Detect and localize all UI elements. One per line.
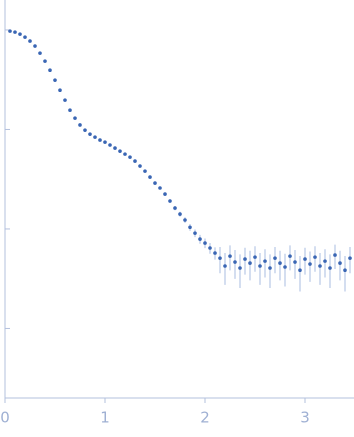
point (208, 246, 212, 250)
point (23, 35, 27, 39)
point (98, 138, 102, 142)
point (228, 254, 232, 258)
point (103, 140, 107, 144)
point (308, 262, 312, 266)
point (48, 68, 52, 73)
point (33, 44, 37, 48)
point (233, 260, 237, 264)
point (138, 164, 142, 168)
point (293, 260, 297, 264)
point (63, 98, 67, 102)
point (338, 261, 342, 265)
point (28, 39, 32, 43)
point (68, 108, 72, 113)
point (218, 256, 222, 260)
point (243, 257, 247, 261)
x-tick-label: 0 (0, 409, 10, 427)
x-tick-label: 3 (300, 409, 310, 427)
point (323, 259, 327, 263)
point (133, 159, 137, 163)
point (303, 257, 307, 261)
x-tick-label: 2 (200, 409, 210, 427)
point (38, 51, 42, 55)
point (73, 116, 77, 120)
point (83, 128, 87, 132)
point (283, 265, 287, 269)
point (178, 212, 182, 216)
point (223, 264, 227, 268)
point (163, 192, 167, 196)
point (313, 255, 317, 259)
point (123, 152, 127, 156)
point (273, 256, 277, 260)
point (58, 88, 62, 93)
point (118, 149, 122, 153)
point (158, 186, 162, 190)
point (153, 181, 157, 185)
point (193, 231, 197, 235)
point (258, 264, 262, 268)
point (188, 225, 192, 230)
point (278, 261, 282, 265)
point (298, 268, 302, 272)
point (18, 32, 22, 36)
point (318, 264, 322, 268)
point (8, 29, 12, 33)
point (108, 143, 112, 147)
point (173, 206, 177, 210)
point (128, 155, 132, 159)
point (263, 259, 267, 263)
x-tick-label: 1 (100, 409, 110, 427)
point (253, 255, 257, 259)
point (343, 268, 347, 272)
point (238, 266, 242, 270)
point (333, 253, 337, 257)
point (328, 266, 332, 270)
point (88, 132, 92, 136)
point (213, 251, 217, 255)
point (148, 175, 152, 179)
point (13, 30, 17, 34)
point (53, 78, 57, 82)
point (248, 261, 252, 265)
point (348, 256, 352, 260)
point (143, 169, 147, 173)
point (198, 237, 202, 241)
point (168, 199, 172, 203)
point (93, 135, 97, 139)
point (268, 266, 272, 270)
point (183, 218, 187, 222)
point (113, 146, 117, 150)
point (43, 59, 47, 63)
point (288, 254, 292, 258)
point (78, 123, 82, 127)
point (203, 241, 207, 245)
